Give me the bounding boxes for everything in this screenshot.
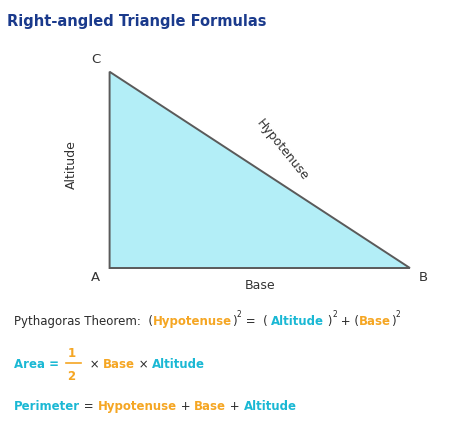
Text: ×: × xyxy=(135,358,152,371)
Text: B: B xyxy=(419,271,428,284)
Text: 2: 2 xyxy=(333,310,337,319)
Text: =: = xyxy=(81,400,98,413)
Text: 1: 1 xyxy=(67,347,75,360)
Text: Hypotenuse: Hypotenuse xyxy=(254,117,311,184)
Text: C: C xyxy=(91,53,100,66)
Text: Pythagoras Theorem:  (: Pythagoras Theorem: ( xyxy=(14,315,153,328)
Text: Altitude: Altitude xyxy=(244,400,297,413)
Text: 2: 2 xyxy=(237,310,242,319)
Text: Right-angled Triangle Formulas: Right-angled Triangle Formulas xyxy=(7,14,266,29)
Text: Altitude: Altitude xyxy=(64,140,77,190)
Text: Altitude: Altitude xyxy=(152,358,205,371)
Text: Base: Base xyxy=(359,315,392,328)
Text: Base: Base xyxy=(245,279,275,292)
Text: +: + xyxy=(177,400,194,413)
Text: +: + xyxy=(226,400,244,413)
Text: ×: × xyxy=(86,358,103,371)
Text: ): ) xyxy=(232,315,237,328)
Text: 2: 2 xyxy=(396,310,401,319)
Text: 2: 2 xyxy=(67,370,75,383)
Text: Base: Base xyxy=(194,400,226,413)
Text: ): ) xyxy=(392,315,396,328)
Text: =  (: = ( xyxy=(242,315,271,328)
Text: A: A xyxy=(91,271,100,284)
Text: Area =: Area = xyxy=(14,358,64,371)
Text: ): ) xyxy=(324,315,333,328)
Text: Hypotenuse: Hypotenuse xyxy=(98,400,177,413)
Text: Hypotenuse: Hypotenuse xyxy=(153,315,232,328)
Text: + (: + ( xyxy=(337,315,359,328)
Polygon shape xyxy=(109,72,410,268)
Text: Base: Base xyxy=(103,358,135,371)
Text: Perimeter: Perimeter xyxy=(14,400,81,413)
Text: Altitude: Altitude xyxy=(271,315,324,328)
